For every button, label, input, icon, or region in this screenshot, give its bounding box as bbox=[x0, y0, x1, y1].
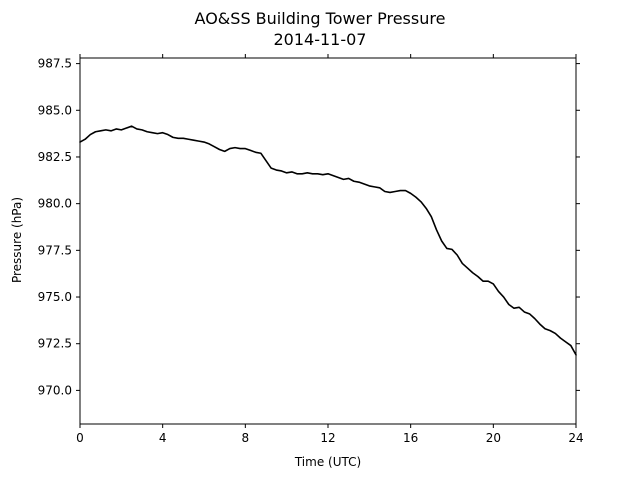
x-tick-label: 8 bbox=[242, 431, 250, 445]
x-tick-label: 24 bbox=[568, 431, 583, 445]
y-axis-label: Pressure (hPa) bbox=[10, 197, 24, 283]
y-axis: 970.0 972.5 975.0 977.5 980.0 982.5 985.0 987.5 bbox=[38, 57, 580, 397]
y-tick-label: 970.0 bbox=[38, 383, 72, 397]
x-tick-label: 20 bbox=[486, 431, 501, 445]
chart-subtitle: 2014-11-07 bbox=[274, 30, 367, 49]
y-tick-label: 972.5 bbox=[38, 337, 72, 351]
plot-area bbox=[79, 57, 577, 425]
x-tick-label: 4 bbox=[159, 431, 167, 445]
axes-frame bbox=[79, 57, 577, 425]
y-tick-label: 987.5 bbox=[38, 57, 72, 71]
x-axis: 0 4 8 12 16 20 24 bbox=[76, 54, 584, 445]
x-tick-label: 12 bbox=[320, 431, 335, 445]
x-axis-label: Time (UTC) bbox=[294, 455, 361, 469]
x-tick-label: 16 bbox=[403, 431, 418, 445]
y-tick-label: 985.0 bbox=[38, 103, 72, 117]
y-tick-label: 980.0 bbox=[38, 197, 72, 211]
x-tick-label: 0 bbox=[76, 431, 84, 445]
y-tick-label: 982.5 bbox=[38, 150, 72, 164]
y-tick-label: 975.0 bbox=[38, 290, 72, 304]
chart-title: AO&SS Building Tower Pressure bbox=[195, 9, 446, 28]
y-tick-label: 977.5 bbox=[38, 243, 72, 257]
series-line-0 bbox=[79, 125, 577, 356]
